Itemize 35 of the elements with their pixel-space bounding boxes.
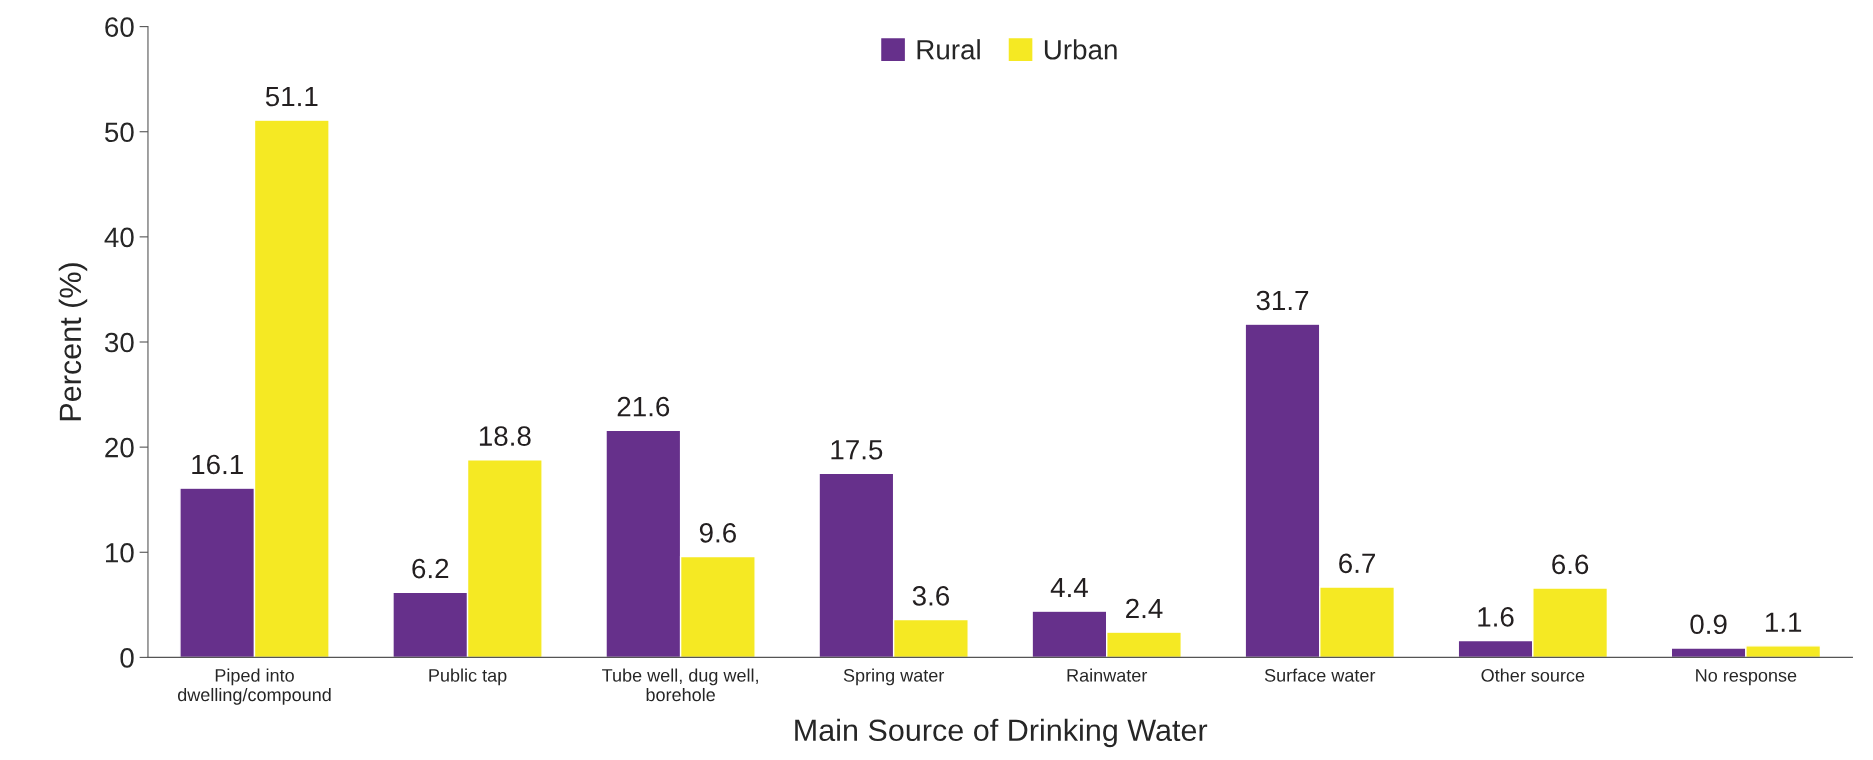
data-label: 3.6 xyxy=(912,586,950,606)
legend-label: Urban xyxy=(1044,39,1117,60)
data-label: 2.4 xyxy=(1126,598,1163,619)
legend-label: Rural xyxy=(917,39,980,60)
y-tick-label: 0 xyxy=(120,648,134,668)
data-label: 0.9 xyxy=(1690,614,1727,635)
data-label: 16.1 xyxy=(192,454,243,475)
y-tick-label: 50 xyxy=(104,122,134,143)
y-tick-label: 10 xyxy=(106,542,134,563)
data-label: 9.6 xyxy=(699,522,736,543)
data-label: 6.7 xyxy=(1339,553,1375,574)
data-label: 4.4 xyxy=(1050,577,1088,598)
data-label: 31.7 xyxy=(1256,290,1309,311)
data-label: 6.6 xyxy=(1552,554,1589,575)
y-axis-title: Percent (%) xyxy=(58,263,88,421)
x-tick-label: Piped into dwelling/compound xyxy=(177,668,331,705)
x-tick-label: Spring water xyxy=(843,668,945,686)
data-label: 1.1 xyxy=(1765,612,1802,632)
data-label: 18.8 xyxy=(479,426,531,446)
data-label: 6.2 xyxy=(412,558,449,579)
data-label: 51.1 xyxy=(265,86,318,107)
y-tick-label: 20 xyxy=(105,437,134,458)
y-tick-label: 30 xyxy=(104,332,134,353)
x-tick-label: Other source xyxy=(1481,668,1585,682)
y-tick-label: 40 xyxy=(104,227,134,248)
y-tick-label: 60 xyxy=(105,17,134,37)
x-tick-label: Public tap xyxy=(429,668,507,686)
data-label: 21.6 xyxy=(617,396,670,417)
data-label: 17.5 xyxy=(831,440,883,460)
x-axis-title: Main Source of Drinking Water xyxy=(795,718,1208,748)
x-tick-label: Surface water xyxy=(1264,668,1376,682)
x-tick-label: Tube well, dug well, borehole xyxy=(602,668,758,702)
data-label: 1.6 xyxy=(1478,607,1514,627)
x-tick-label: Rainwater xyxy=(1067,668,1148,682)
x-tick-label: No response xyxy=(1696,669,1797,686)
